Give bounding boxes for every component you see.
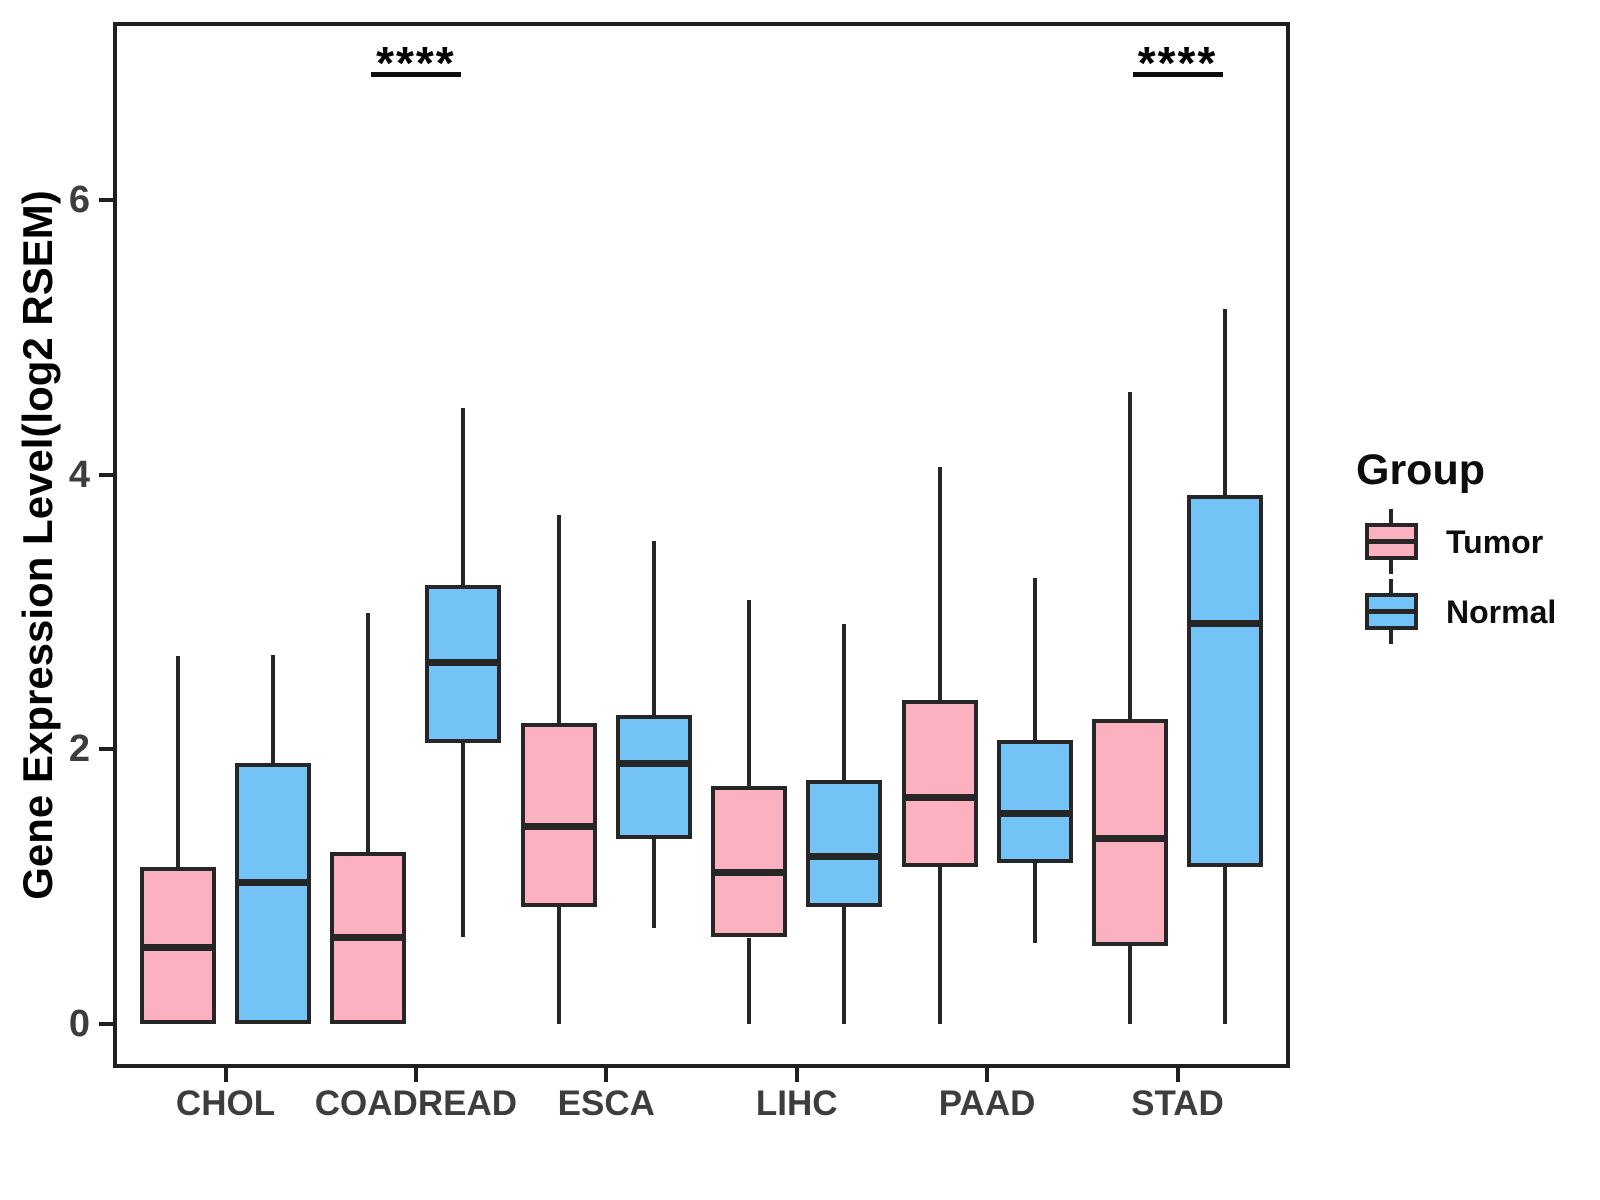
x-tick-mark (604, 1068, 609, 1082)
x-tick-label: CHOL (175, 1084, 276, 1123)
x-tick-label: LIHC (755, 1084, 838, 1123)
x-tick-mark (1175, 1068, 1180, 1082)
significance-line (370, 72, 461, 77)
whisker-upper (1032, 577, 1037, 740)
whisker-upper (176, 656, 180, 868)
median-line (1092, 835, 1168, 843)
whisker-lower (1128, 945, 1132, 1024)
median-line (615, 759, 692, 767)
whisker-lower (842, 907, 847, 1024)
whisker-lower (1223, 867, 1227, 1024)
significance-stars: **** (1137, 37, 1218, 89)
legend-item-label-normal: Normal (1446, 594, 1557, 630)
box-stad-tumor (1092, 719, 1168, 946)
y-axis-title: Gene Expression Level(log2 RSEM) (14, 190, 61, 900)
legend-key-median (1365, 539, 1418, 544)
y-tick-mark (99, 1022, 113, 1026)
whisker-upper (461, 407, 466, 585)
legend-item-label-tumor: Tumor (1446, 524, 1544, 560)
x-tick-label: COADREAD (314, 1084, 517, 1123)
box-paad-tumor (901, 699, 978, 868)
legend-key-whisker-bottom (1389, 560, 1393, 574)
median-line (330, 934, 407, 941)
box-lihc-normal (806, 779, 883, 908)
x-tick-mark (413, 1068, 418, 1082)
y-tick-mark (99, 472, 113, 477)
box-lihc-tumor (711, 786, 788, 938)
whisker-upper (271, 654, 275, 764)
y-tick-label: 0 (68, 1003, 90, 1045)
whisker-lower (651, 838, 656, 928)
whisker-lower (1032, 863, 1037, 943)
box-paad-normal (996, 739, 1073, 864)
significance-line (1132, 72, 1223, 77)
whisker-upper (366, 613, 371, 853)
x-tick-mark (794, 1068, 799, 1082)
y-tick-label: 6 (68, 179, 90, 222)
whisker-upper (937, 466, 942, 700)
legend-title: Group (1356, 446, 1485, 494)
legend-key-whisker-bottom (1389, 630, 1393, 644)
whisker-upper (747, 599, 752, 787)
whisker-lower (937, 867, 942, 1024)
legend-key-whisker-top (1389, 509, 1393, 523)
x-tick-mark (223, 1068, 228, 1082)
y-tick-label: 4 (68, 453, 90, 496)
legend-key-whisker-top (1389, 579, 1393, 593)
legend-key-median (1365, 609, 1418, 614)
box-stad-normal (1187, 495, 1263, 868)
median-line (806, 852, 883, 860)
median-line (996, 810, 1073, 818)
box-esca-tumor (520, 723, 597, 908)
median-line (711, 869, 788, 877)
x-tick-label: STAD (1131, 1084, 1224, 1123)
median-line (520, 822, 597, 830)
whisker-upper (842, 624, 847, 780)
median-line (1187, 619, 1263, 627)
significance-stars: **** (376, 37, 456, 89)
x-tick-label: ESCA (557, 1084, 655, 1123)
whisker-upper (556, 514, 561, 724)
whisker-lower (556, 907, 561, 1024)
y-tick-label: 2 (68, 728, 90, 771)
y-tick-mark (99, 747, 113, 752)
box-chol-normal (235, 763, 311, 1024)
whisker-lower (747, 937, 752, 1024)
median-line (235, 879, 311, 887)
whisker-upper (1223, 308, 1227, 496)
x-tick-label: PAAD (938, 1084, 1036, 1123)
median-line (901, 793, 978, 801)
whisker-upper (1128, 392, 1132, 720)
x-tick-mark (985, 1068, 990, 1082)
y-tick-mark (99, 198, 113, 203)
whisker-upper (651, 540, 656, 716)
box-esca-normal (615, 715, 692, 839)
median-line (425, 659, 502, 667)
median-line (140, 943, 216, 951)
whisker-lower (461, 742, 466, 938)
